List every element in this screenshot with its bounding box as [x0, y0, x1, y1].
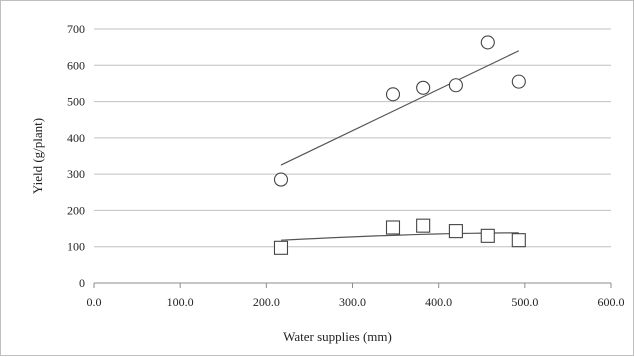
y-tick-label: 100	[67, 240, 85, 254]
circle-marker	[480, 35, 495, 50]
x-tick-label: 0.0	[87, 295, 102, 309]
x-axis-label: Water supplies (mm)	[283, 329, 392, 344]
x-tick-label: 200.0	[253, 295, 280, 309]
x-tick-label: 600.0	[598, 295, 625, 309]
square-marker	[273, 240, 289, 255]
y-tick-label: 200	[67, 203, 85, 217]
y-tick-label: 400	[67, 131, 85, 145]
circle-marker	[416, 80, 431, 95]
circle-marker	[511, 74, 526, 89]
y-tick-label: 300	[67, 167, 85, 181]
trendlines	[280, 50, 520, 241]
y-tick-label: 600	[67, 58, 85, 72]
y-tick-label: 500	[67, 95, 85, 109]
data-points	[273, 35, 526, 255]
x-tick-label: 500.0	[511, 295, 538, 309]
square-marker	[416, 218, 431, 233]
tick-labels: 0 100 200 300 400 500 600 700 0.0 100.0 200.0 300.0…	[67, 22, 625, 309]
trendline	[280, 232, 519, 241]
square-marker	[448, 224, 463, 239]
x-tick-label: 100.0	[167, 295, 194, 309]
y-tick-label: 0	[79, 276, 85, 290]
circle-marker	[385, 87, 401, 102]
x-tick-label: 400.0	[425, 295, 452, 309]
y-axis-label: Yield (g/plant)	[30, 118, 45, 194]
axes	[93, 282, 612, 288]
circle-marker	[448, 78, 463, 93]
x-tick-label: 300.0	[339, 295, 366, 309]
trendline	[280, 50, 520, 166]
circle-marker	[273, 172, 289, 187]
square-marker	[511, 233, 526, 248]
gridlines	[94, 28, 611, 248]
square-marker	[480, 228, 495, 243]
y-tick-label: 700	[67, 22, 85, 36]
square-marker	[385, 220, 401, 235]
